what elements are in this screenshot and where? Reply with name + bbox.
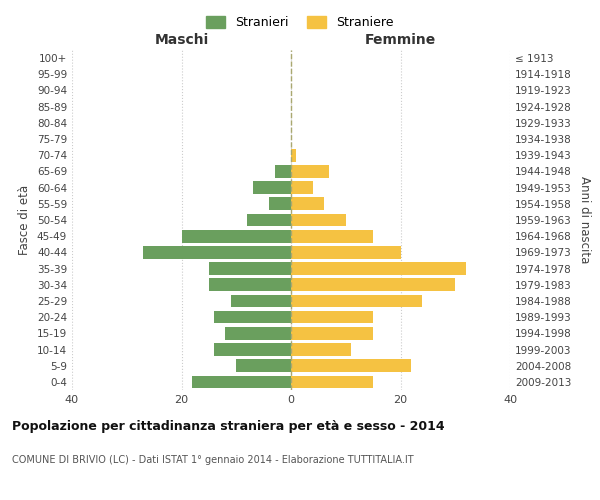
Legend: Stranieri, Straniere: Stranieri, Straniere [202,11,398,34]
Bar [291,311,373,324]
Bar [291,343,351,356]
Bar [291,198,324,210]
Bar [275,165,291,177]
Bar [236,360,291,372]
Bar [253,182,291,194]
Y-axis label: Fasce di età: Fasce di età [19,185,31,255]
Bar [291,262,466,275]
Bar [291,182,313,194]
Y-axis label: Anni di nascita: Anni di nascita [578,176,591,264]
Bar [193,376,291,388]
Bar [226,327,291,340]
Bar [209,278,291,291]
Bar [291,360,412,372]
Text: Popolazione per cittadinanza straniera per età e sesso - 2014: Popolazione per cittadinanza straniera p… [12,420,445,433]
Bar [269,198,291,210]
Bar [209,262,291,275]
Bar [291,165,329,177]
Bar [181,230,291,242]
Bar [214,343,291,356]
Bar [291,149,296,162]
Bar [291,246,401,258]
Bar [214,311,291,324]
Bar [231,294,291,308]
Text: Maschi: Maschi [154,33,209,47]
Bar [291,327,373,340]
Bar [291,214,346,226]
Text: Femmine: Femmine [365,33,436,47]
Bar [291,376,373,388]
Bar [143,246,291,258]
Bar [247,214,291,226]
Bar [291,230,373,242]
Bar [291,294,422,308]
Text: COMUNE DI BRIVIO (LC) - Dati ISTAT 1° gennaio 2014 - Elaborazione TUTTITALIA.IT: COMUNE DI BRIVIO (LC) - Dati ISTAT 1° ge… [12,455,413,465]
Bar [291,278,455,291]
